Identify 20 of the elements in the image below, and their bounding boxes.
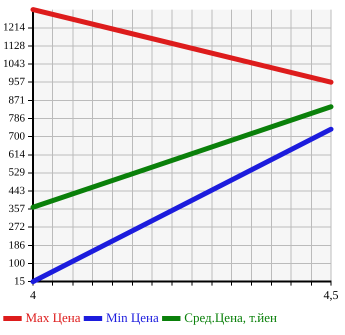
y-tick-label: 15 xyxy=(14,275,26,288)
y-tick-label: 100 xyxy=(8,258,26,270)
y-tick-label: 529 xyxy=(8,166,26,179)
y-tick-label: 186 xyxy=(8,239,26,252)
legend-label: Max Цена xyxy=(26,310,81,325)
y-tick-label: 443 xyxy=(8,184,26,197)
y-tick-label: 1128 xyxy=(3,40,26,52)
y-tick-label: 357 xyxy=(8,203,26,216)
y-tick-label: 614 xyxy=(8,148,26,161)
y-tick-label: 786 xyxy=(8,112,26,124)
x-tick-label: 4 xyxy=(30,288,36,302)
x-tick-label: 4,5 xyxy=(324,288,338,302)
legend-label: Сред.Цена, т.йен xyxy=(184,310,277,325)
y-tick-label: 700 xyxy=(8,130,26,142)
y-tick-label: 272 xyxy=(8,221,25,234)
y-tick-label: 1214 xyxy=(3,22,26,34)
y-tick-label: 1043 xyxy=(3,58,26,70)
y-tick-label: 871 xyxy=(8,94,25,106)
y-tick-label: 957 xyxy=(8,76,26,88)
legend-label: Min Цена xyxy=(106,310,159,325)
